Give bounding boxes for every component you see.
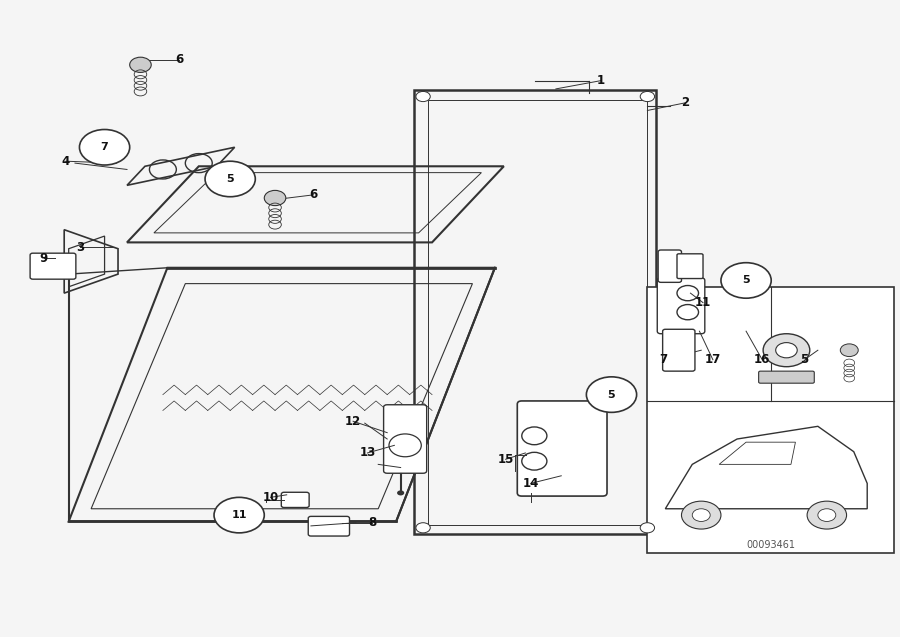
FancyBboxPatch shape bbox=[677, 254, 703, 278]
Text: 5: 5 bbox=[800, 354, 808, 366]
FancyBboxPatch shape bbox=[759, 371, 814, 383]
Text: 6: 6 bbox=[175, 54, 184, 66]
Circle shape bbox=[587, 377, 636, 412]
Circle shape bbox=[776, 343, 797, 358]
Text: 7: 7 bbox=[101, 142, 108, 152]
Text: 9: 9 bbox=[40, 252, 48, 265]
Text: 5: 5 bbox=[608, 390, 616, 399]
Circle shape bbox=[416, 523, 430, 533]
Text: 15: 15 bbox=[498, 453, 514, 466]
Text: 16: 16 bbox=[754, 354, 770, 366]
Text: 11: 11 bbox=[695, 296, 711, 309]
Text: 12: 12 bbox=[345, 415, 361, 427]
Circle shape bbox=[416, 92, 430, 101]
Text: 7: 7 bbox=[660, 354, 668, 366]
Text: 13: 13 bbox=[359, 447, 375, 459]
Circle shape bbox=[130, 57, 151, 73]
Text: 1: 1 bbox=[597, 74, 605, 87]
FancyBboxPatch shape bbox=[383, 404, 427, 473]
Circle shape bbox=[265, 190, 286, 206]
Circle shape bbox=[818, 509, 836, 522]
Text: 5: 5 bbox=[227, 174, 234, 184]
Circle shape bbox=[214, 497, 265, 533]
FancyBboxPatch shape bbox=[647, 287, 894, 553]
Circle shape bbox=[807, 501, 847, 529]
Text: 2: 2 bbox=[681, 96, 689, 110]
Text: 10: 10 bbox=[263, 491, 279, 504]
FancyBboxPatch shape bbox=[518, 401, 607, 496]
Circle shape bbox=[640, 523, 654, 533]
FancyBboxPatch shape bbox=[282, 492, 309, 508]
Circle shape bbox=[79, 129, 130, 165]
Text: 11: 11 bbox=[231, 510, 247, 520]
FancyBboxPatch shape bbox=[657, 278, 705, 334]
FancyBboxPatch shape bbox=[662, 329, 695, 371]
Circle shape bbox=[841, 344, 859, 357]
Text: 3: 3 bbox=[76, 241, 85, 254]
Circle shape bbox=[640, 92, 654, 101]
FancyBboxPatch shape bbox=[308, 517, 349, 536]
FancyBboxPatch shape bbox=[658, 250, 681, 282]
Text: 14: 14 bbox=[523, 477, 539, 490]
Circle shape bbox=[763, 334, 810, 367]
Text: 00093461: 00093461 bbox=[746, 540, 796, 550]
Circle shape bbox=[681, 501, 721, 529]
Text: 17: 17 bbox=[705, 354, 721, 366]
Circle shape bbox=[692, 509, 710, 522]
FancyBboxPatch shape bbox=[30, 253, 76, 279]
Text: 4: 4 bbox=[62, 155, 70, 168]
Circle shape bbox=[397, 490, 404, 496]
Circle shape bbox=[205, 161, 256, 197]
Text: 5: 5 bbox=[742, 275, 750, 285]
Circle shape bbox=[721, 262, 771, 298]
Text: 8: 8 bbox=[368, 516, 376, 529]
Text: 6: 6 bbox=[310, 189, 318, 201]
